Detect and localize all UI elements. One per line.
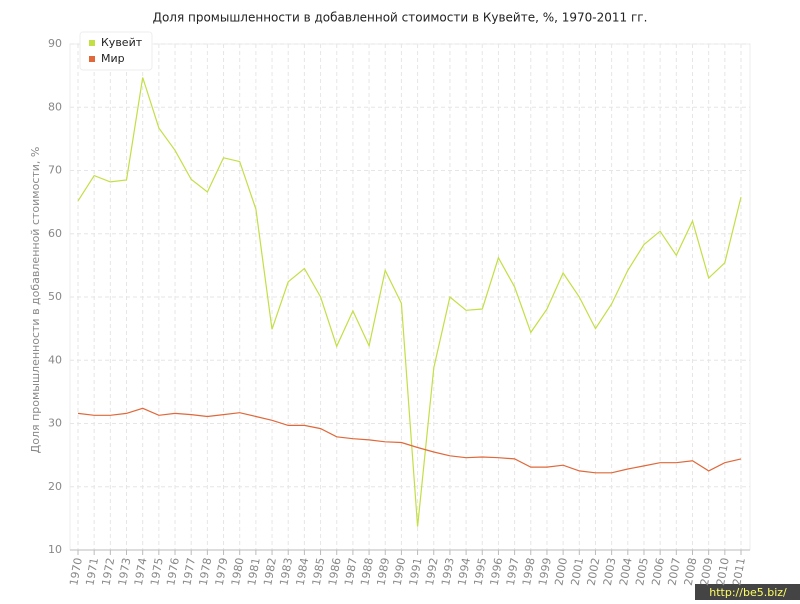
- y-tick-label: 30: [48, 417, 62, 430]
- x-tick-label: 1991: [407, 557, 425, 587]
- x-tick-label: 2010: [714, 557, 732, 587]
- x-tick-label: 1998: [520, 557, 538, 587]
- y-tick-label: 60: [48, 227, 62, 240]
- x-tick-label: 2005: [633, 557, 651, 587]
- x-tick-label: 1977: [180, 557, 198, 587]
- x-tick-label: 1979: [213, 557, 231, 587]
- x-tick-label: 1975: [148, 557, 166, 587]
- x-tick-label: 1995: [472, 557, 490, 587]
- x-tick-label: 1974: [132, 557, 150, 587]
- x-tick-label: 2004: [617, 557, 635, 587]
- x-tick-label: 1987: [342, 557, 360, 587]
- x-tick-label: 2000: [552, 557, 570, 587]
- legend-swatch: [89, 40, 95, 46]
- watermark: http://be5.biz/: [709, 586, 787, 599]
- x-tick-label: 1990: [391, 557, 409, 587]
- x-tick-label: 2003: [601, 557, 619, 587]
- x-tick-label: 1997: [504, 557, 522, 587]
- x-tick-label: 2002: [585, 557, 603, 587]
- x-tick-label: 1985: [310, 557, 328, 587]
- x-tick-label: 1986: [326, 557, 344, 587]
- legend-label: Мир: [101, 52, 125, 65]
- x-tick-label: 1989: [374, 557, 392, 587]
- x-tick-label: 1999: [536, 557, 554, 587]
- series-line: [77, 77, 742, 527]
- y-tick-label: 50: [48, 290, 62, 303]
- legend-label: Кувейт: [101, 36, 143, 49]
- x-tick-label: 1996: [488, 557, 506, 587]
- x-tick-label: 2011: [730, 557, 748, 587]
- legend-swatch: [89, 56, 95, 62]
- series-line: [77, 407, 742, 474]
- x-tick-label: 1976: [164, 557, 182, 587]
- x-tick-label: 2008: [682, 557, 700, 587]
- x-tick-label: 1992: [423, 557, 441, 587]
- x-tick-label: 1984: [294, 557, 312, 587]
- y-tick-label: 70: [48, 164, 62, 177]
- x-tick-label: 2006: [649, 557, 667, 587]
- x-tick-label: 1994: [455, 557, 473, 587]
- y-tick-label: 80: [48, 100, 62, 113]
- x-tick-label: 1978: [197, 557, 215, 587]
- x-tick-label: 1981: [245, 557, 263, 587]
- x-tick-label: 1972: [100, 557, 118, 587]
- x-tick-label: 2007: [666, 557, 684, 587]
- x-tick-label: 2009: [698, 557, 716, 587]
- y-axis-title: Доля промышленности в добавленной стоимо…: [29, 147, 42, 454]
- y-tick-label: 20: [48, 480, 62, 493]
- y-tick-label: 10: [48, 543, 62, 556]
- y-tick-label: 40: [48, 353, 62, 366]
- x-tick-label: 1980: [229, 557, 247, 587]
- x-tick-label: 1988: [358, 557, 376, 587]
- x-tick-label: 1970: [67, 557, 85, 587]
- x-tick-label: 1983: [277, 557, 295, 587]
- chart-title: Доля промышленности в добавленной стоимо…: [153, 11, 648, 25]
- x-tick-label: 1971: [83, 557, 101, 587]
- x-tick-label: 1973: [116, 557, 134, 587]
- x-tick-label: 2001: [569, 557, 587, 587]
- watermark-bg: [695, 584, 800, 600]
- y-tick-label: 90: [48, 37, 62, 50]
- legend-box: [79, 31, 153, 71]
- x-tick-label: 1993: [439, 557, 457, 587]
- x-tick-label: 1982: [261, 557, 279, 587]
